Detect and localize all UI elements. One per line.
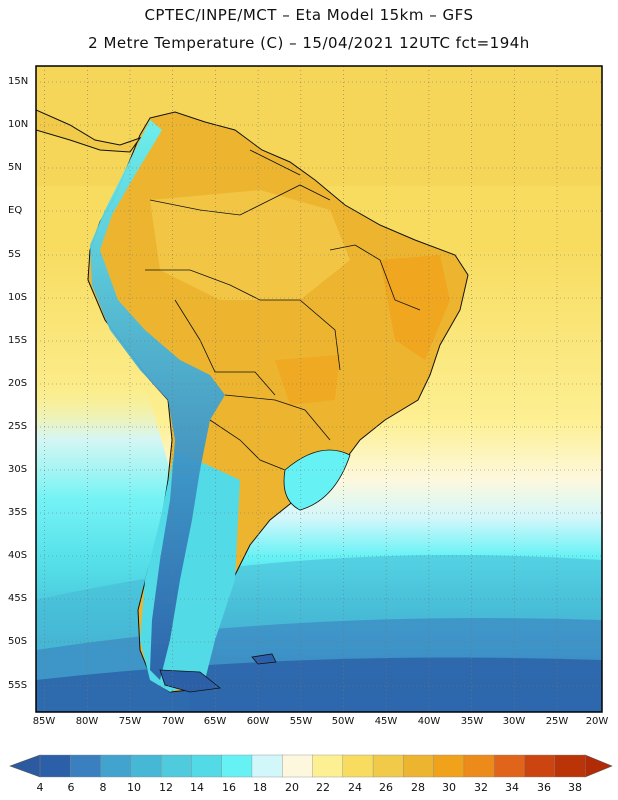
lon-label: 35W: [460, 716, 484, 727]
colorbar-swatch: [463, 754, 495, 778]
lat-label: 45S: [8, 593, 28, 604]
map-frame: [35, 65, 603, 713]
colorbar-label: 14: [190, 781, 204, 794]
andes-ridge: [90, 120, 225, 680]
colorbar-swatch: [312, 754, 344, 778]
colorbar-high-arrow: [584, 754, 613, 778]
map-field: [36, 66, 602, 712]
lon-label: 20W: [585, 716, 609, 727]
colorbar-label: 4: [36, 781, 44, 794]
colorbar-label: 34: [505, 781, 519, 794]
colorbar: [9, 754, 613, 778]
colorbar-label: 20: [285, 781, 299, 794]
lon-label: 65W: [203, 716, 227, 727]
lon-label: 85W: [32, 716, 56, 727]
colorbar-swatch: [403, 754, 435, 778]
colorbar-label: 30: [442, 781, 456, 794]
lat-label: EQ: [8, 205, 23, 216]
lon-label: 40W: [417, 716, 441, 727]
lat-label: 30S: [8, 464, 28, 475]
lon-label: 75W: [118, 716, 142, 727]
map-subtitle: 2 Metre Temperature (C) – 15/04/2021 12U…: [88, 34, 530, 52]
lat-label: 15N: [8, 76, 29, 87]
colorbar-label: 6: [67, 781, 75, 794]
colorbar-swatch: [160, 754, 192, 778]
lat-label: 15S: [8, 335, 28, 346]
colorbar-label: 16: [222, 781, 236, 794]
lat-label: 10S: [8, 292, 28, 303]
colorbar-label: 28: [411, 781, 425, 794]
colorbar-label: 18: [253, 781, 267, 794]
lat-label: 10N: [8, 119, 29, 130]
lon-label: 30W: [502, 716, 526, 727]
colorbar-swatch: [282, 754, 314, 778]
map-title: CPTEC/INPE/MCT – Eta Model 15km – GFS: [144, 6, 474, 24]
lat-label: 35S: [8, 507, 28, 518]
colorbar-label: 10: [127, 781, 141, 794]
colorbar-swatch: [251, 754, 283, 778]
lon-label: 80W: [75, 716, 99, 727]
lon-label: 45W: [374, 716, 398, 727]
colorbar-low-arrow: [9, 754, 41, 778]
lon-label: 25W: [545, 716, 569, 727]
colorbar-swatch: [70, 754, 102, 778]
colorbar-label: 38: [568, 781, 582, 794]
colorbar-label: 22: [316, 781, 330, 794]
lat-label: 40S: [8, 550, 28, 561]
colorbar-swatch: [191, 754, 223, 778]
colorbar-swatch: [524, 754, 556, 778]
colorbar-label: 24: [348, 781, 362, 794]
colorbar-label: 26: [379, 781, 393, 794]
colorbar-label: 32: [474, 781, 488, 794]
country-borders: [145, 149, 421, 471]
colorbar-swatch: [100, 754, 132, 778]
colorbar-swatch: [493, 754, 525, 778]
colorbar-swatch: [130, 754, 162, 778]
lon-label: 70W: [161, 716, 185, 727]
colorbar-swatch: [221, 754, 253, 778]
colorbar-swatch: [39, 754, 71, 778]
lat-label: 5S: [8, 249, 21, 260]
lat-label: 25S: [8, 421, 28, 432]
colorbar-swatch: [554, 754, 586, 778]
colorbar-label: 8: [99, 781, 107, 794]
lat-label: 50S: [8, 636, 28, 647]
lat-label: 5N: [8, 162, 22, 173]
colorbar-label: 12: [159, 781, 173, 794]
lat-label: 55S: [8, 680, 28, 691]
lon-label: 55W: [289, 716, 313, 727]
colorbar-swatch: [372, 754, 404, 778]
colorbar-swatch: [433, 754, 465, 778]
lon-label: 60W: [246, 716, 270, 727]
lon-label: 50W: [331, 716, 355, 727]
colorbar-label: 36: [537, 781, 551, 794]
lat-label: 20S: [8, 378, 28, 389]
colorbar-swatch: [342, 754, 374, 778]
